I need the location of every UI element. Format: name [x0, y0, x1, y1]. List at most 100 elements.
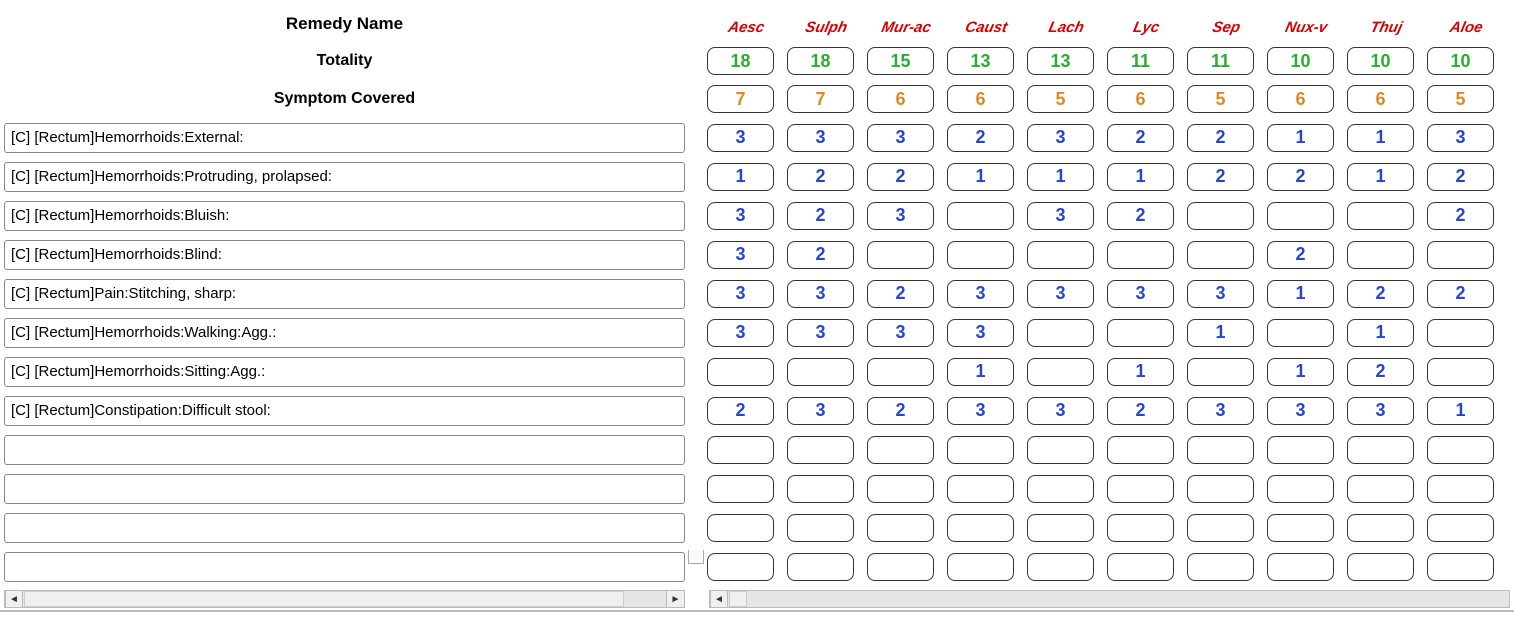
symptom-cell	[1027, 319, 1094, 347]
symptom-cell: 3	[787, 397, 854, 425]
symptom-cell: 3	[867, 319, 934, 347]
symptom-label[interactable]: [C] [Rectum]Hemorrhoids:Walking:Agg.:	[4, 318, 685, 348]
symptom-cell	[1027, 358, 1094, 386]
symptom-cell	[1427, 553, 1494, 581]
remedy-header[interactable]: Lyc	[1105, 13, 1190, 36]
symptom-cell: 3	[947, 319, 1014, 347]
symptom-cell	[707, 436, 774, 464]
symptom-cell	[707, 475, 774, 503]
symptom-cell: 2	[1427, 202, 1494, 230]
symptom-label[interactable]: [C] [Rectum]Hemorrhoids:Protruding, prol…	[4, 162, 685, 192]
symptom-cell: 1	[1347, 163, 1414, 191]
symptom-cell	[867, 514, 934, 542]
symptom-cell: 3	[1347, 397, 1414, 425]
symptom-cell: 3	[787, 124, 854, 152]
scroll-thumb[interactable]	[729, 591, 747, 607]
symptom-cell	[1187, 241, 1254, 269]
symptom-labels: [C] [Rectum]Hemorrhoids:External: [C] [Re…	[4, 120, 685, 584]
symptom-cell	[1187, 553, 1254, 581]
symptom-cell: 2	[787, 202, 854, 230]
symptom-label[interactable]: [C] [Rectum]Hemorrhoids:External:	[4, 123, 685, 153]
symptom-cell: 2	[707, 397, 774, 425]
totality-cell: 13	[1027, 47, 1094, 75]
totality-row: 18181513131111101010	[707, 47, 1494, 75]
symptom-label[interactable]: [C] [Rectum]Hemorrhoids:Blind:	[4, 240, 685, 270]
left-scrollbar[interactable]: ◄ ►	[4, 590, 685, 608]
remedy-header[interactable]: Sep	[1185, 13, 1270, 36]
symptom-cell	[1187, 202, 1254, 230]
symptom-cell: 2	[1187, 124, 1254, 152]
symptom-cell: 1	[1107, 358, 1174, 386]
symptom-cell	[1267, 319, 1334, 347]
symptom-cell: 3	[1027, 202, 1094, 230]
symptom-label[interactable]	[4, 552, 685, 582]
symptom-cell	[947, 475, 1014, 503]
remedy-header[interactable]: Thuj	[1345, 13, 1430, 36]
scroll-left-icon[interactable]: ◄	[5, 591, 23, 607]
symptom-cell: 3	[1027, 124, 1094, 152]
symptom-cell	[787, 553, 854, 581]
remedy-header[interactable]: Caust	[945, 13, 1030, 36]
symptom-covered-header: Symptom Covered	[4, 90, 685, 108]
symptom-cell	[1187, 436, 1254, 464]
symptom-cell	[947, 553, 1014, 581]
symptom-cell	[1347, 241, 1414, 269]
symptom-cell: 3	[947, 280, 1014, 308]
symptom-cell: 3	[707, 280, 774, 308]
right-scrollbar[interactable]: ◄	[709, 590, 1510, 608]
grid-area: Remedy Name Totality Symptom Covered [C]…	[0, 0, 1514, 588]
symptom-cell: 2	[867, 397, 934, 425]
symptom-cell	[867, 241, 934, 269]
remedy-header[interactable]: Aesc	[705, 13, 790, 36]
symptom-cell: 3	[707, 319, 774, 347]
remedy-header[interactable]: Lach	[1025, 13, 1110, 36]
symptom-cell	[1427, 436, 1494, 464]
covered-row: 7766565665	[707, 85, 1494, 113]
covered-cell: 5	[1427, 85, 1494, 113]
symptom-cell	[1027, 553, 1094, 581]
symptom-cell	[1027, 475, 1094, 503]
remedy-header[interactable]: Sulph	[785, 13, 870, 36]
symptom-cell: 2	[787, 241, 854, 269]
symptom-cell: 1	[1027, 163, 1094, 191]
symptom-cell: 3	[1027, 280, 1094, 308]
remedy-header[interactable]: Nux-v	[1265, 13, 1350, 36]
symptom-label[interactable]: [C] [Rectum]Hemorrhoids:Sitting:Agg.:	[4, 357, 685, 387]
symptom-label[interactable]: [C] [Rectum]Constipation:Difficult stool…	[4, 396, 685, 426]
totality-cell: 15	[867, 47, 934, 75]
symptom-cell	[1267, 202, 1334, 230]
scroll-right-icon[interactable]: ►	[666, 591, 684, 607]
pane-divider[interactable]	[688, 550, 704, 564]
symptom-cell	[867, 436, 934, 464]
symptom-cell	[1267, 436, 1334, 464]
symptom-cell: 1	[947, 163, 1014, 191]
symptom-label[interactable]: [C] [Rectum]Pain:Stitching, sharp:	[4, 279, 685, 309]
covered-cell: 5	[1187, 85, 1254, 113]
symptom-cell: 2	[1107, 124, 1174, 152]
symptom-cell: 2	[1347, 280, 1414, 308]
remedy-header[interactable]: Mur-ac	[865, 13, 950, 36]
symptom-cell	[867, 475, 934, 503]
symptom-cell: 3	[1027, 397, 1094, 425]
scroll-thumb[interactable]	[24, 591, 624, 607]
symptom-label[interactable]: [C] [Rectum]Hemorrhoids:Bluish:	[4, 201, 685, 231]
symptom-cell: 1	[947, 358, 1014, 386]
symptom-label[interactable]	[4, 435, 685, 465]
scrollbars: ◄ ► ◄	[4, 590, 1510, 608]
symptom-label[interactable]	[4, 513, 685, 543]
symptom-cell	[947, 436, 1014, 464]
totality-header: Totality	[4, 52, 685, 70]
remedy-header[interactable]: Aloe	[1425, 13, 1510, 36]
symptom-cell: 3	[1187, 280, 1254, 308]
symptom-cell	[1107, 241, 1174, 269]
symptom-label[interactable]	[4, 474, 685, 504]
totality-cell: 18	[787, 47, 854, 75]
symptom-cell: 2	[867, 163, 934, 191]
covered-cell: 6	[947, 85, 1014, 113]
scroll-left-icon[interactable]: ◄	[710, 591, 728, 607]
symptom-cell: 3	[947, 397, 1014, 425]
symptom-cell	[1107, 553, 1174, 581]
symptom-value-rows: 3332322113122111221232332232233233331223…	[707, 120, 1510, 584]
totality-cell: 10	[1347, 47, 1414, 75]
symptom-cell: 2	[787, 163, 854, 191]
